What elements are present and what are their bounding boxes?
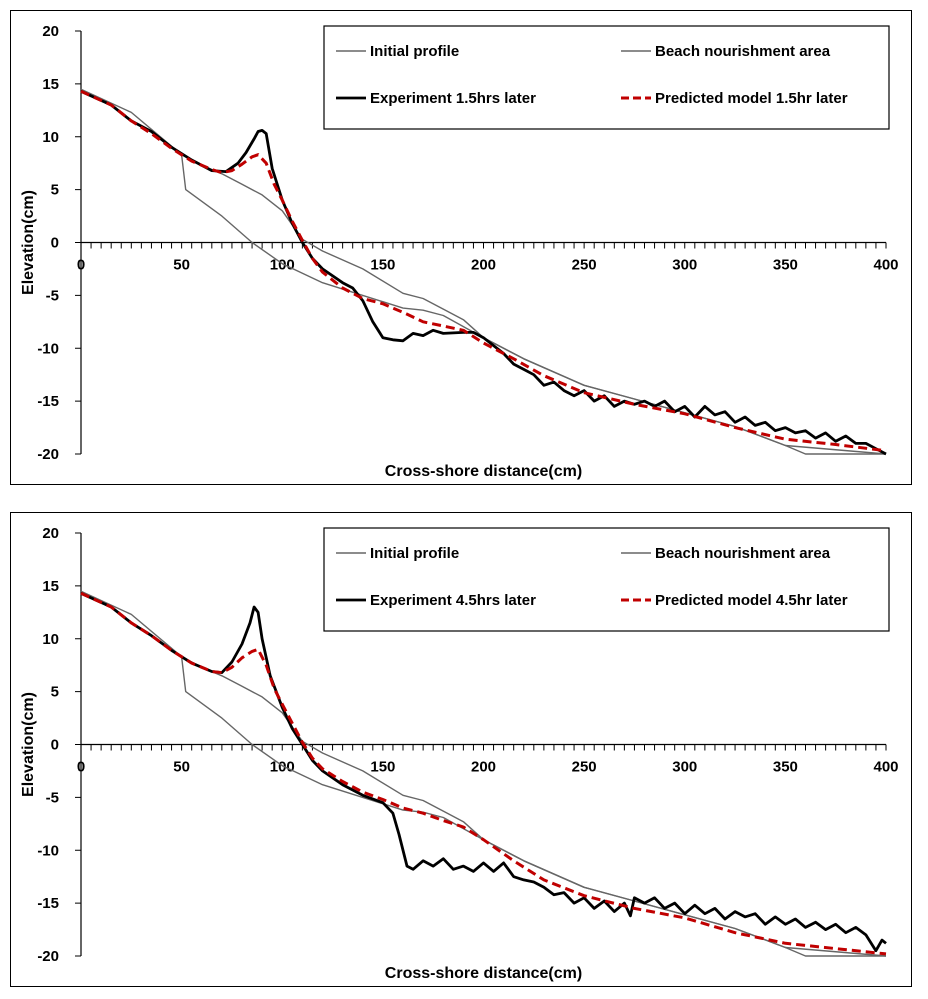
chart-2-y-tick-label: 0 <box>51 737 59 754</box>
chart-2-series-line-2 <box>181 656 887 957</box>
chart-1-x-tick-label: 0 <box>77 257 85 274</box>
chart-2-x-tick-label: 150 <box>370 759 395 776</box>
chart-1-x-tick-label: 350 <box>773 257 798 274</box>
chart-2-x-axis-title: Cross-shore distance(cm) <box>385 965 582 982</box>
chart-1-series-line-4 <box>80 89 887 453</box>
chart-2-y-axis-title: Elevation(cm) <box>20 692 37 797</box>
chart-panel-2: 20 15 10 5 0 -5 -10 -15 -20 0 50 100 150 200 250 300 350… <box>10 512 912 987</box>
chart-2-x-tick-label: 100 <box>270 759 295 776</box>
chart-2-y-tick-label: 20 <box>42 525 59 542</box>
chart-1-y-tick-label: -5 <box>46 287 59 304</box>
chart-2-y-tick-label: -20 <box>37 948 59 965</box>
chart-1-legend-label-3: Experiment 1.5hrs later <box>370 90 536 107</box>
chart-2-legend-label-3: Experiment 4.5hrs later <box>370 592 536 609</box>
chart-1-legend-label-2: Beach nourishment area <box>655 43 831 60</box>
chart-1-legend-label-1: Initial profile <box>370 43 459 60</box>
chart-1-series-line-3 <box>80 90 887 456</box>
chart-1-legend <box>323 25 890 130</box>
chart-1-series-line-2 <box>181 154 887 455</box>
chart-2-x-tick-label: 400 <box>873 759 898 776</box>
chart-1-y-tick-label: -20 <box>37 446 59 463</box>
chart-2-x-tick-label: 300 <box>672 759 697 776</box>
chart-1-y-tick-label: -10 <box>37 340 59 357</box>
chart-1-y-tick-label: 5 <box>51 182 59 199</box>
chart-1-y-axis-title: Elevation(cm) <box>20 190 37 295</box>
chart-2-x-tick-label: 0 <box>77 759 85 776</box>
chart-2-y-tick-label: 10 <box>42 631 59 648</box>
chart-1-x-tick-label: 400 <box>873 257 898 274</box>
chart-1-x-tick-label: 300 <box>672 257 697 274</box>
chart-1-x-tick-label: 150 <box>370 257 395 274</box>
chart-1-y-tick-label: 0 <box>51 235 59 252</box>
chart-2-y-tick-label: 5 <box>51 684 59 701</box>
chart-2-y-tick-label: -10 <box>37 842 59 859</box>
chart-1-x-tick-label: 250 <box>572 257 597 274</box>
chart-2-series-line-3 <box>80 592 887 953</box>
chart-2-legend-label-2: Beach nourishment area <box>655 545 831 562</box>
chart-1-x-tick-label: 200 <box>471 257 496 274</box>
chart-panel-1: 20 15 10 5 0 -5 -10 -15 -20 0 50 100 150 200 250 300 350… <box>10 10 912 485</box>
chart-2-y-tick-label: 15 <box>42 578 59 595</box>
chart-1-y-tick-label: 10 <box>42 129 59 146</box>
chart-2-legend-label-4: Predicted model 4.5hr later <box>655 592 848 609</box>
chart-2-legend <box>323 527 890 632</box>
chart-1-legend-label-4: Predicted model 1.5hr later <box>655 90 848 107</box>
chart-2-x-tick-label: 50 <box>173 759 190 776</box>
chart-2-y-tick-label: -15 <box>37 895 59 912</box>
chart-1-y-tick-label: -15 <box>37 393 59 410</box>
chart-2-y-tick-label: -5 <box>46 789 59 806</box>
chart-2-x-tick-label: 200 <box>471 759 496 776</box>
chart-1-x-tick-label: 100 <box>270 257 295 274</box>
chart-2-series-line-4 <box>80 591 887 956</box>
chart-1-y-tick-label: 15 <box>42 76 59 93</box>
chart-1-x-axis-title: Cross-shore distance(cm) <box>385 463 582 480</box>
chart-1-x-tick-label: 50 <box>173 257 190 274</box>
chart-1-y-tick-label: 20 <box>42 23 59 40</box>
chart-2-legend-label-1: Initial profile <box>370 545 459 562</box>
chart-2-x-tick-label: 250 <box>572 759 597 776</box>
chart-2-x-tick-label: 350 <box>773 759 798 776</box>
